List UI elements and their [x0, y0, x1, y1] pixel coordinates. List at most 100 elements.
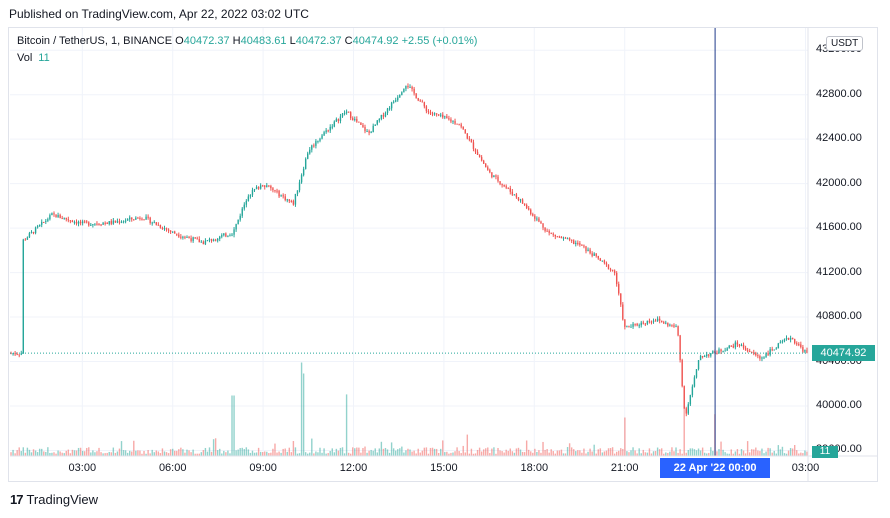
- volume-bar: [16, 450, 18, 456]
- candle-body: [624, 319, 626, 327]
- candle-body: [194, 237, 196, 239]
- volume-bar: [65, 450, 67, 456]
- candle-body: [81, 221, 84, 224]
- candle-body: [534, 215, 536, 219]
- volume-bar: [24, 452, 27, 456]
- volume-bar: [773, 450, 775, 456]
- candle-body: [509, 188, 511, 192]
- candle-body: [669, 324, 671, 326]
- volume-tag: 11: [812, 446, 838, 458]
- volume-bar: [26, 447, 29, 456]
- volume-bar: [57, 450, 59, 456]
- volume-bar: [180, 447, 182, 456]
- volume-bar: [315, 451, 317, 456]
- volume-bar: [433, 448, 436, 456]
- candle-body: [652, 320, 655, 322]
- volume-bar: [712, 450, 714, 456]
- volume-bar: [480, 451, 483, 456]
- close-value: 40474.92: [352, 35, 399, 47]
- volume-bar: [767, 447, 769, 456]
- volume-bar: [137, 450, 139, 456]
- volume-bar: [229, 453, 231, 456]
- candle-body: [323, 132, 325, 136]
- candle-body: [779, 342, 782, 344]
- candle-body: [356, 119, 358, 122]
- candle-body: [437, 114, 440, 116]
- low-value: 40472.37: [295, 35, 342, 47]
- volume-bar: [534, 448, 536, 456]
- volume-bar: [20, 451, 22, 456]
- candle-body: [724, 350, 726, 352]
- volume-bar: [126, 452, 129, 456]
- volume-bar: [554, 453, 556, 456]
- volume-bar: [581, 452, 583, 456]
- volume-bar: [755, 447, 757, 456]
- candle-body: [648, 320, 651, 322]
- candle-body: [601, 260, 604, 262]
- volume-bar: [247, 449, 250, 456]
- candle-body: [165, 228, 168, 230]
- candle-body: [384, 112, 387, 117]
- volume-bar: [411, 451, 413, 456]
- volume-bar: [186, 449, 188, 456]
- candle-body: [501, 184, 503, 186]
- candle-body: [186, 236, 188, 238]
- volume-bar: [710, 447, 712, 456]
- candle-body: [216, 238, 219, 241]
- volume-bar: [200, 452, 203, 456]
- candle-body: [94, 223, 96, 225]
- candle-body: [241, 208, 243, 216]
- candle-body: [415, 93, 417, 99]
- candle-body: [546, 230, 548, 232]
- volume-bar: [241, 447, 243, 456]
- volume-bar: [636, 453, 638, 456]
- candle-body: [611, 269, 614, 271]
- candle-body: [499, 181, 501, 185]
- symbol-name[interactable]: Bitcoin / TetherUS, 1, BINANCE: [17, 35, 173, 47]
- volume-bar: [552, 451, 554, 456]
- candle-body: [352, 118, 354, 121]
- volume-bar: [219, 448, 221, 456]
- candle-body: [157, 224, 160, 226]
- volume-bar: [110, 452, 112, 456]
- volume-bar: [390, 442, 393, 456]
- candle-body: [581, 244, 583, 246]
- tradingview-logo-icon: 17: [10, 492, 24, 507]
- volume-bar: [38, 448, 41, 456]
- open-value: 40472.37: [183, 35, 230, 47]
- volume-bar: [544, 449, 546, 456]
- candle-body: [41, 221, 43, 225]
- chart-frame: [8, 27, 878, 482]
- candle-body: [204, 240, 207, 245]
- candle-body: [730, 345, 732, 347]
- candle-body: [325, 130, 327, 133]
- candle-body: [425, 106, 428, 112]
- candle-body: [775, 348, 777, 350]
- volume-bar: [311, 438, 313, 456]
- y-tick-label: 41600.00: [816, 221, 862, 234]
- volume-bar: [98, 447, 100, 456]
- volume-bar: [597, 449, 599, 456]
- candle-body: [589, 249, 591, 254]
- candle-body: [257, 187, 260, 189]
- volume-bar: [202, 450, 205, 456]
- candle-body: [726, 348, 728, 351]
- volume-bar: [673, 451, 675, 456]
- volume-bar: [724, 452, 726, 456]
- candle-body: [622, 304, 624, 320]
- candle-body: [450, 119, 452, 122]
- volume-bar: [632, 447, 634, 456]
- volume-bar: [802, 453, 804, 456]
- candle-body: [427, 111, 430, 113]
- currency-button[interactable]: USDT: [826, 36, 864, 51]
- volume-legend: Vol 11: [17, 52, 50, 64]
- candle-body: [14, 353, 16, 355]
- tradingview-brand[interactable]: 17 TradingView: [10, 492, 98, 507]
- volume-bar: [423, 447, 426, 456]
- candle-body: [620, 293, 622, 305]
- volume-bar: [182, 449, 184, 456]
- candle-body: [530, 209, 532, 215]
- volume-bar: [785, 453, 788, 456]
- volume-bar: [102, 453, 104, 456]
